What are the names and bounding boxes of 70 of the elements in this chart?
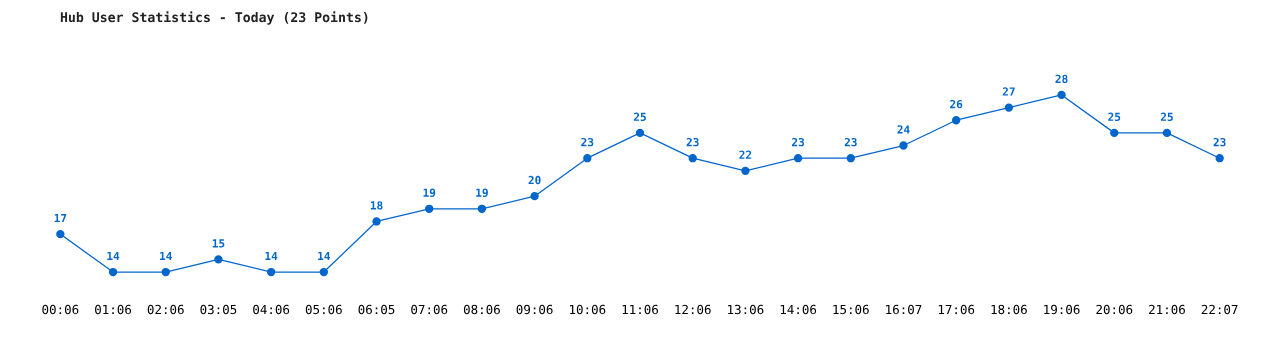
data-label: 28 (1055, 74, 1068, 84)
point (846, 154, 855, 163)
point (108, 267, 118, 277)
x-tick-label: 12:06 (675, 304, 711, 315)
point (1162, 128, 1172, 138)
x-tick-label: 19:06 (1044, 304, 1080, 315)
data-label: 25 (633, 112, 646, 122)
point (1110, 128, 1119, 138)
data-label: 19 (423, 188, 436, 197)
point (56, 229, 65, 239)
point (899, 141, 908, 150)
data-label: 17 (54, 213, 67, 223)
data-label: 23 (792, 137, 805, 147)
x-tick-label: 07:06 (411, 304, 448, 315)
data-label: 22 (739, 150, 752, 159)
data-label: 24 (897, 125, 910, 134)
x-tick-label: 06:05 (358, 304, 395, 315)
x-tick-label: 18:06 (991, 304, 1027, 315)
x-tick-label: 01:06 (95, 304, 132, 315)
x-tick-label: 03:05 (200, 304, 237, 315)
point (741, 166, 750, 176)
data-label: 27 (1002, 87, 1015, 96)
data-label: 23 (686, 137, 699, 147)
x-tick-label: 00:06 (42, 304, 79, 315)
data-label: 26 (950, 99, 963, 109)
data-label: 15 (212, 239, 225, 248)
x-tick-label: 14:06 (780, 304, 817, 315)
data-label: 14 (107, 251, 120, 261)
point (635, 128, 645, 138)
point (793, 154, 803, 163)
x-tick-label: 17:06 (938, 304, 975, 315)
x-tick-label: 16:07 (886, 304, 922, 315)
point (161, 267, 170, 277)
data-label: 14 (265, 251, 278, 261)
data-label: 14 (318, 251, 331, 261)
data-label: 20 (528, 175, 541, 185)
chart-title: Hub User Statistics - Today (23 Points) (60, 11, 368, 25)
point (952, 116, 961, 125)
x-tick-label: 15:06 (833, 304, 869, 315)
point (1004, 103, 1014, 112)
point (530, 191, 539, 201)
point (1215, 154, 1224, 163)
point (688, 154, 697, 163)
point (266, 267, 276, 277)
data-label: 18 (370, 201, 383, 210)
x-tick-label: 11:06 (622, 304, 658, 315)
point (583, 154, 592, 163)
x-tick-label: 08:06 (463, 304, 500, 315)
x-tick-label: 10:06 (569, 304, 606, 315)
data-label: 23 (844, 137, 857, 147)
point (214, 255, 223, 264)
data-label: 25 (1160, 112, 1173, 122)
point (319, 267, 328, 277)
point (477, 204, 487, 213)
x-tick-label: 22:07 (1201, 304, 1238, 315)
data-label: 23 (581, 137, 594, 147)
x-tick-label: 13:06 (728, 304, 764, 315)
x-tick-label: 21:06 (1149, 304, 1185, 315)
x-tick-label: 05:06 (305, 304, 342, 315)
data-label: 25 (1108, 112, 1121, 122)
x-tick-label: 04:06 (253, 304, 290, 315)
data-label: 23 (1213, 137, 1226, 147)
x-tick-label: 02:06 (147, 304, 184, 315)
point (425, 204, 434, 213)
point (372, 217, 381, 226)
point (1057, 90, 1066, 100)
data-label: 14 (160, 251, 172, 261)
x-tick-label: 20:06 (1096, 304, 1133, 315)
data-label: 19 (476, 188, 488, 197)
x-tick-label: 09:06 (516, 304, 553, 315)
